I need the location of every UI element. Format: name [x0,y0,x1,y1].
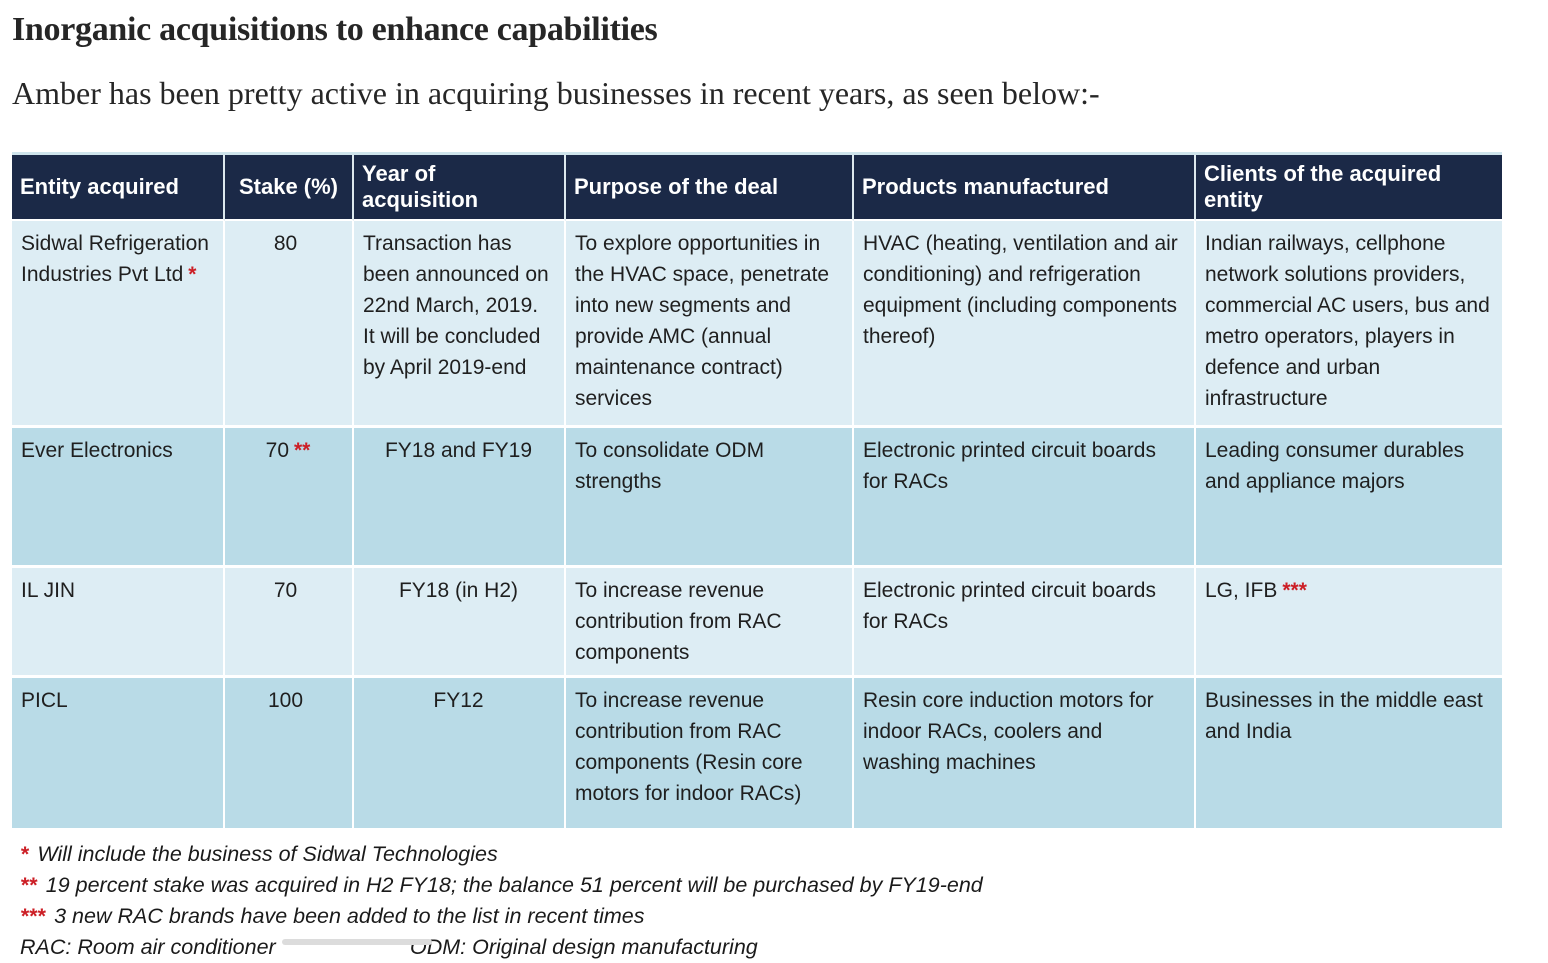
cell-stake: 100 [225,678,354,832]
footnotes: * Will include the business of Sidwal Tec… [20,839,1548,963]
cell-products: Resin core induction motors for indoor R… [854,678,1196,832]
entity-name: Ever Electronics [21,439,173,463]
footnote-asterisk: * [20,842,29,867]
footnote-asterisk: ** [294,439,311,463]
abbreviation-odm: ODM: Original design manufacturing [410,935,758,960]
cell-year: FY18 and FY19 [354,428,566,569]
col-header-clients: Clients of the acquired entity [1196,155,1502,222]
col-header-purpose: Purpose of the deal [566,155,854,222]
cell-purpose: To increase revenue contribution from RA… [566,568,854,679]
cell-purpose: To explore opportunities in the HVAC spa… [566,221,854,429]
cell-clients: LG, IFB *** [1196,568,1502,679]
footnote-asterisk: * [188,263,197,287]
cell-clients: Leading consumer durables and appliance … [1196,428,1502,569]
intro-text: Amber has been pretty active in acquirin… [12,74,1100,111]
entity-name: PICL [21,689,68,713]
cell-year: Transaction has been announced on 22nd M… [354,221,566,429]
cell-clients: Indian railways, cellphone network solut… [1196,221,1502,429]
cell-entity: Ever Electronics [12,428,225,569]
table-header-row: Entity acquired Stake (%) Year of acquis… [12,155,1502,222]
table-row-sidwal: Sidwal Refrigeration Industries Pvt Ltd *… [12,221,1502,429]
cell-entity: IL JIN [12,568,225,679]
cell-products: HVAC (heating, ventilation and air condi… [854,221,1196,429]
entity-name: IL JIN [21,579,76,603]
col-header-year: Year of acquisition [354,155,566,222]
cell-year: FY18 (in H2) [354,568,566,679]
footnote-stake: ** 19 percent stake was acquired in H2 FY… [20,870,1548,901]
footnote-text: 3 new RAC brands have been added to the … [54,904,645,929]
cell-clients: Businesses in the middle east and India [1196,678,1502,832]
cell-products: Electronic printed circuit boards for RA… [854,568,1196,679]
stake-value: 100 [267,689,304,713]
clients-value: Businesses in the middle east and India [1205,689,1483,744]
cell-entity: Sidwal Refrigeration Industries Pvt Ltd * [12,221,225,429]
cell-year: FY12 [354,678,566,832]
footnote-brands: *** 3 new RAC brands have been added to t… [20,901,1548,932]
cell-products: Electronic printed circuit boards for RA… [854,428,1196,569]
cell-stake: 70 ** [225,428,354,569]
stake-value: 80 [273,232,298,256]
cell-purpose: To consolidate ODM strengths [566,428,854,569]
bottom-partial-element [282,939,432,945]
page-title: Inorganic acquisitions to enhance capabi… [12,11,658,48]
stake-value: 70 [265,439,289,463]
abbreviations-line: RAC: Room air conditioner ODM: Original … [20,932,1548,963]
col-header-stake: Stake (%) [225,155,354,222]
footnote-sidwal: * Will include the business of Sidwal Tec… [20,839,1548,870]
footnote-text: Will include the business of Sidwal Tech… [37,842,498,867]
col-header-products: Products manufactured [854,155,1196,222]
table-row-il-jin: IL JIN 70 FY18 (in H2) To increase reven… [12,568,1502,679]
col-header-entity: Entity acquired [12,155,225,222]
clients-value: LG, IFB [1205,579,1278,603]
cell-purpose: To increase revenue contribution from RA… [566,678,854,832]
stake-value: 70 [273,579,298,603]
table-row-ever-electronics: Ever Electronics 70 ** FY18 and FY19 To c… [12,428,1502,569]
cell-stake: 80 [225,221,354,429]
clients-value: Leading consumer durables and appliance … [1205,439,1465,494]
cell-entity: PICL [12,678,225,832]
footnote-text: 19 percent stake was acquired in H2 FY18… [45,873,983,898]
footnote-asterisk: *** [1282,579,1307,603]
footnote-asterisk: *** [20,904,46,929]
cell-stake: 70 [225,568,354,679]
abbreviation-rac: RAC: Room air conditioner [20,935,276,960]
table-row-picl: PICL 100 FY12 To increase revenue contri… [12,678,1502,832]
entity-name: Sidwal Refrigeration Industries Pvt Ltd [21,232,209,287]
acquisitions-table: Entity acquired Stake (%) Year of acquis… [12,152,1502,832]
footnote-asterisk: ** [20,873,37,898]
clients-value: Indian railways, cellphone network solut… [1205,232,1490,411]
